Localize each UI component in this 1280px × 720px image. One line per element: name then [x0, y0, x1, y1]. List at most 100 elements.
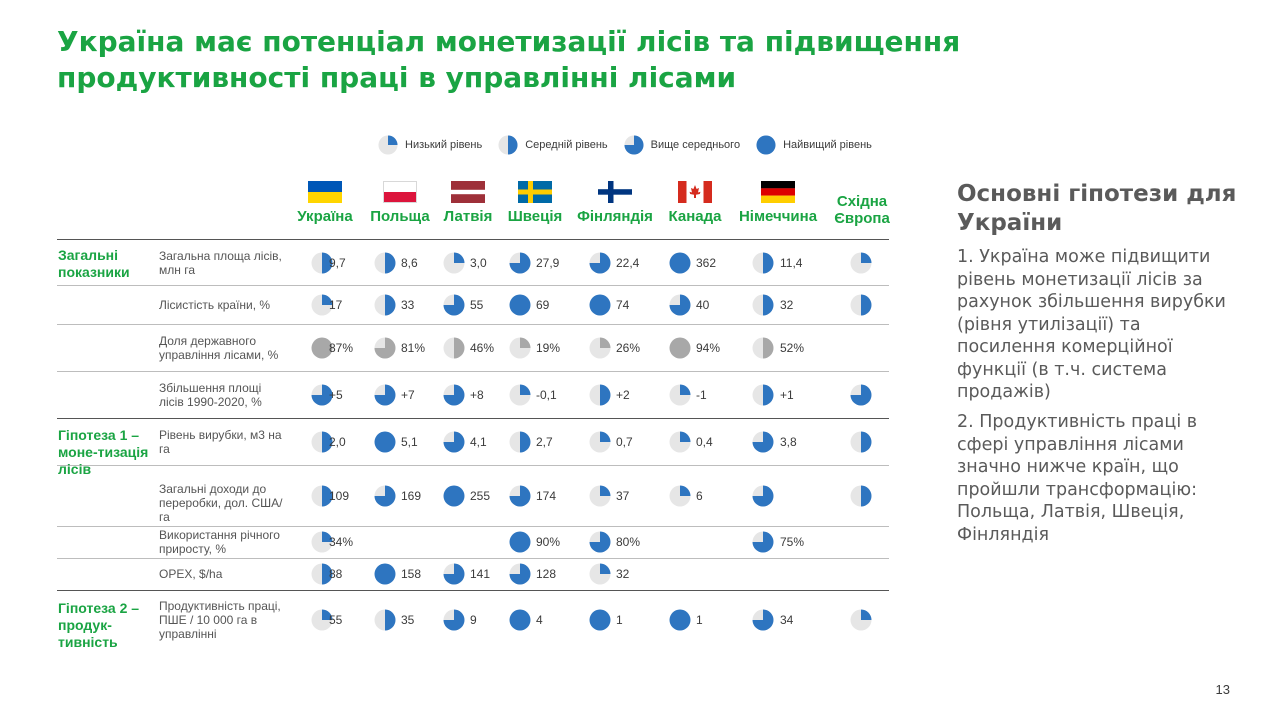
- cell-value: 5,1: [401, 434, 418, 449]
- harvey-ball-icon: [311, 252, 333, 274]
- harvey-ball-icon: [509, 531, 531, 553]
- row-divider: [57, 285, 889, 286]
- cell-value: 11,4: [780, 256, 803, 270]
- harvey-ball-icon: [752, 531, 774, 553]
- cell-value: 17: [329, 297, 343, 312]
- harvey-ball-icon: [374, 337, 396, 359]
- harvey-ball-icon: [374, 431, 396, 453]
- row-label: Використання річного приросту, %: [159, 528, 280, 556]
- page-title: Україна має потенціал монетизації лісів …: [57, 25, 961, 94]
- harvey-ball-icon: [624, 135, 644, 155]
- harvey-ball-icon: [311, 337, 333, 359]
- cell-value: 81%: [401, 340, 426, 355]
- cell-value: 34: [780, 613, 794, 627]
- row-divider: [57, 526, 889, 527]
- country-name: Латвія: [443, 208, 493, 225]
- harvey-ball-icon: [311, 294, 333, 316]
- cell-value: 22,4: [616, 256, 640, 270]
- legend-item: Найвищий рівень: [756, 135, 872, 155]
- cell-value: 46%: [470, 340, 495, 355]
- ukraine-flag-icon: [308, 181, 342, 203]
- harvey-ball-icon: [850, 252, 872, 274]
- row-label: Рівень вирубки, м3 на га: [159, 427, 282, 456]
- cell-value: 8,6: [401, 256, 418, 270]
- harvey-ball-icon: [374, 294, 396, 316]
- row-divider: [57, 558, 889, 559]
- legend-label: Вище середнього: [650, 139, 741, 151]
- cell-value: 3,0: [470, 256, 487, 270]
- cell-value: 94%: [696, 340, 721, 355]
- cell-value: 75%: [780, 535, 805, 549]
- harvey-ball-icon: [589, 337, 611, 359]
- cell-value: 3,8: [780, 434, 797, 449]
- cell-value: +1: [780, 387, 794, 402]
- harvey-ball-icon: [669, 337, 691, 359]
- cell-value: 2,0: [329, 434, 346, 449]
- page-number: 13: [1215, 682, 1230, 697]
- cell-value: 0,7: [616, 434, 633, 449]
- harvey-ball-icon: [311, 431, 333, 453]
- harvey-ball-icon: [443, 431, 465, 453]
- harvey-ball-icon: [589, 384, 611, 406]
- harvey-ball-icon: [669, 609, 691, 631]
- germany-flag-icon: [761, 181, 795, 203]
- cell-value: 1: [616, 613, 623, 627]
- cell-value: +8: [470, 387, 484, 402]
- cell-value: 4: [536, 613, 543, 627]
- harvey-ball-icon: [850, 609, 872, 631]
- row-divider: [57, 239, 889, 240]
- harvey-ball-icon: [498, 135, 518, 155]
- cell-value: 6: [696, 488, 703, 503]
- harvey-ball-icon: [589, 609, 611, 631]
- row-label: Збільшення площі лісів 1990-2020, %: [159, 380, 262, 409]
- harvey-ball-icon: [443, 384, 465, 406]
- harvey-ball-icon: [509, 384, 531, 406]
- cell-value: 33: [401, 297, 415, 312]
- cell-value: -1: [696, 387, 707, 402]
- harvey-ball-icon: [443, 252, 465, 274]
- harvey-ball-icon: [509, 563, 531, 585]
- row-label: Загальні доходи до переробки, дол. США/г…: [159, 481, 283, 524]
- cell-value: 109: [329, 488, 350, 503]
- legend: Низький рівень Середній рівень Вище середн…: [378, 135, 888, 155]
- harvey-ball-icon: [589, 531, 611, 553]
- harvey-ball-icon: [850, 294, 872, 316]
- harvey-ball-icon: [669, 431, 691, 453]
- harvey-ball-icon: [752, 431, 774, 453]
- cell-value: 26%: [616, 340, 641, 355]
- harvey-ball-icon: [311, 531, 333, 553]
- row-divider: [57, 371, 889, 372]
- harvey-ball-icon: [374, 563, 396, 585]
- harvey-ball-icon: [509, 485, 531, 507]
- section-label: Загальні показники: [58, 247, 130, 280]
- harvey-ball-icon: [589, 294, 611, 316]
- cell-value: 55: [329, 613, 343, 627]
- cell-value: 74: [616, 297, 630, 312]
- harvey-ball-icon: [374, 384, 396, 406]
- legend-label: Низький рівень: [405, 139, 483, 151]
- cell-value: 4,1: [470, 434, 487, 449]
- cell-value: 9,7: [329, 256, 346, 270]
- harvey-ball-icon: [756, 135, 776, 155]
- harvey-ball-icon: [509, 252, 531, 274]
- cell-value: 32: [780, 297, 794, 312]
- row-divider: [57, 465, 889, 466]
- cell-value: 19%: [536, 340, 561, 355]
- cell-value: 1: [696, 613, 703, 627]
- cell-value: 128: [536, 567, 557, 581]
- cell-value: 141: [470, 567, 491, 581]
- harvey-ball-icon: [509, 294, 531, 316]
- country-name: Німеччина: [738, 208, 818, 225]
- harvey-ball-icon: [443, 609, 465, 631]
- harvey-ball-icon: [311, 563, 333, 585]
- row-divider: [57, 324, 889, 325]
- finland-flag-icon: [598, 181, 632, 203]
- section-label: Гіпотеза 1 – моне-тизація лісів: [58, 427, 149, 477]
- cell-value: 174: [536, 488, 557, 503]
- row-divider: [57, 590, 889, 591]
- harvey-ball-icon: [589, 563, 611, 585]
- harvey-ball-icon: [378, 135, 398, 155]
- row-label: Доля державного управління лісами, %: [159, 333, 279, 362]
- harvey-ball-icon: [752, 384, 774, 406]
- harvey-ball-icon: [752, 485, 774, 507]
